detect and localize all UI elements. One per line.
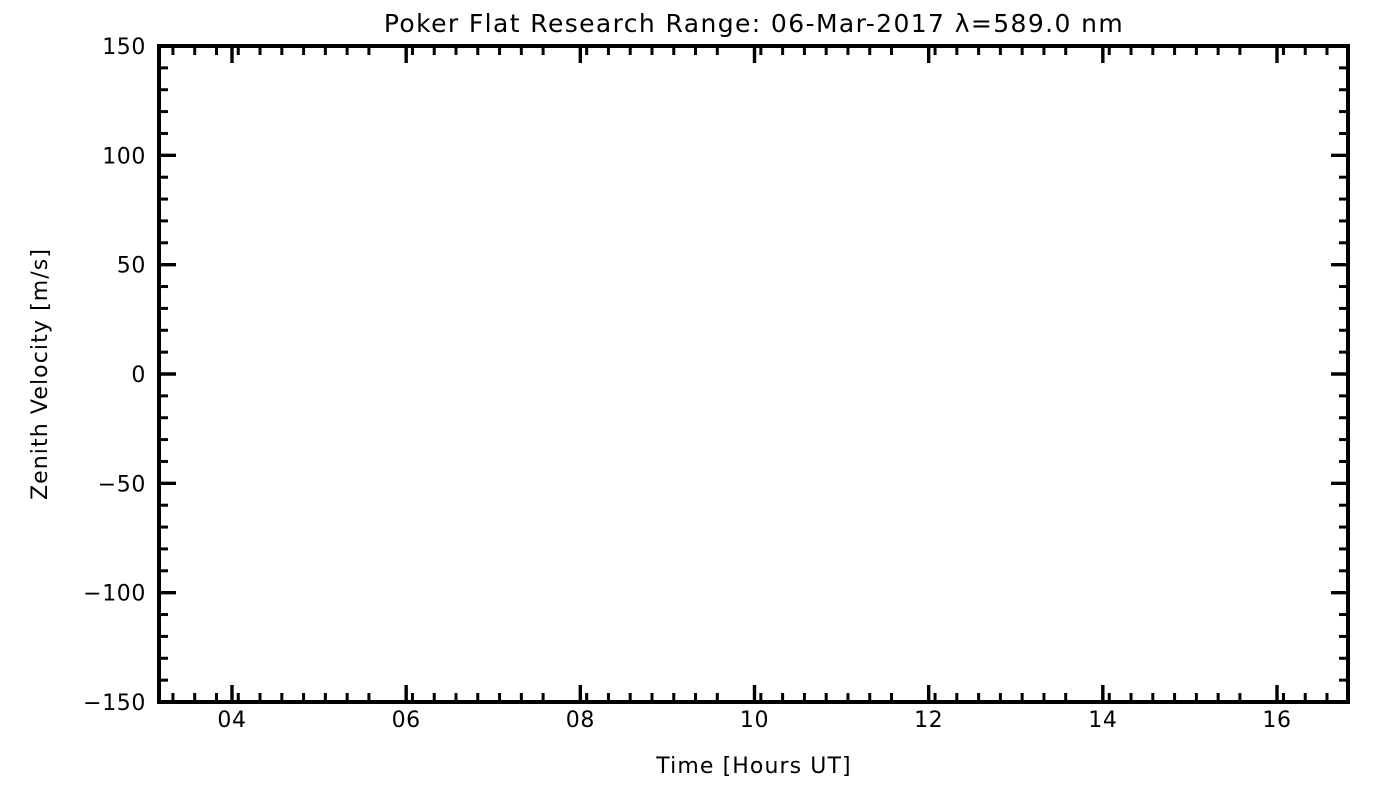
y-tick-label: −150	[83, 691, 146, 716]
x-tick-label: 04	[217, 708, 246, 733]
y-tick-label: 150	[102, 35, 146, 60]
x-tick-label: 06	[392, 708, 421, 733]
x-axis-ticks-top	[171, 46, 1329, 63]
x-minor-ticks-bottom	[171, 693, 1329, 702]
x-tick-label: 10	[740, 708, 769, 733]
y-tick-label: −100	[83, 582, 146, 607]
x-minor-ticks-top	[171, 46, 1329, 55]
plot-data-area	[159, 46, 1348, 702]
y-major-ticks-left	[159, 44, 176, 704]
x-tick-label: 08	[566, 708, 595, 733]
y-major-ticks-right	[1331, 44, 1348, 704]
y-tick-label: 100	[102, 144, 146, 169]
y-tick-labels: 150 100 50 0 −50 −100 −150	[83, 35, 146, 716]
x-axis-title: Time [Hours UT]	[655, 754, 852, 779]
y-tick-label: 50	[117, 254, 146, 279]
y-axis-ticks-right	[1331, 44, 1348, 704]
chart-title: Poker Flat Research Range: 06-Mar-2017 λ…	[384, 9, 1124, 38]
y-minor-ticks-right	[1339, 66, 1348, 682]
x-tick-label: 16	[1262, 708, 1291, 733]
y-axis-ticks-left	[159, 44, 176, 704]
x-tick-labels: 04 06 08 10 12 14 16	[217, 708, 1291, 733]
y-tick-label: −50	[98, 472, 146, 497]
y-axis-title: Zenith Velocity [m/s]	[28, 248, 53, 500]
y-minor-ticks-left	[159, 66, 168, 682]
x-tick-label: 12	[914, 708, 943, 733]
x-major-ticks-top	[230, 46, 1279, 63]
x-axis-ticks-bottom	[171, 685, 1329, 702]
y-tick-label: 0	[131, 363, 146, 388]
x-tick-label: 14	[1088, 708, 1117, 733]
x-major-ticks-bottom	[230, 685, 1279, 702]
